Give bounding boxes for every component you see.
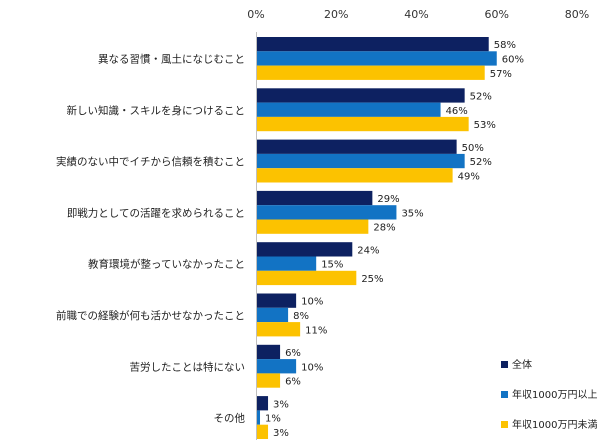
value-label: 11% bbox=[305, 325, 327, 336]
value-label: 46% bbox=[446, 106, 468, 117]
value-label: 3% bbox=[273, 428, 289, 439]
value-label: 28% bbox=[373, 223, 395, 234]
bar bbox=[257, 153, 465, 169]
bar bbox=[257, 190, 373, 206]
bar bbox=[257, 102, 441, 117]
value-label: 10% bbox=[301, 297, 323, 308]
value-label: 6% bbox=[285, 348, 301, 359]
category-label: 苦労したことは特にない bbox=[130, 360, 246, 373]
x-tick-label: 40% bbox=[404, 8, 428, 21]
value-label: 52% bbox=[470, 91, 492, 102]
category-label: その他 bbox=[214, 412, 246, 425]
category-label: 教育環境が整っていなかったこと bbox=[88, 258, 245, 271]
bar bbox=[257, 322, 301, 337]
bar bbox=[257, 242, 353, 257]
category-label: 異なる習慣・風土になじむこと bbox=[98, 52, 245, 65]
value-label: 6% bbox=[285, 377, 301, 388]
legend-swatch bbox=[501, 361, 508, 368]
bar bbox=[257, 139, 457, 154]
value-label: 52% bbox=[470, 157, 492, 168]
bar bbox=[257, 256, 317, 271]
value-label: 1% bbox=[265, 414, 281, 425]
x-tick-label: 20% bbox=[324, 8, 348, 21]
x-tick-label: 60% bbox=[485, 8, 509, 21]
x-tick-label: 80% bbox=[565, 8, 589, 21]
bar bbox=[257, 396, 269, 411]
bar bbox=[257, 359, 297, 374]
legend-swatch bbox=[501, 421, 508, 428]
value-label: 24% bbox=[357, 245, 379, 256]
legend-label: 年収1000万円未満 bbox=[512, 418, 597, 431]
value-label: 29% bbox=[377, 194, 399, 205]
value-label: 49% bbox=[458, 171, 480, 182]
bar bbox=[257, 219, 369, 234]
value-label: 57% bbox=[490, 69, 512, 80]
legend-label: 全体 bbox=[512, 358, 532, 371]
value-label: 25% bbox=[361, 274, 383, 285]
legend-swatch bbox=[501, 391, 508, 398]
bar bbox=[257, 88, 465, 103]
bar bbox=[257, 344, 281, 360]
value-label: 3% bbox=[273, 399, 289, 410]
bar bbox=[257, 51, 497, 66]
category-label: 前職での経験が何も活かせなかったこと bbox=[56, 309, 245, 322]
value-label: 15% bbox=[321, 260, 343, 271]
bar bbox=[257, 116, 469, 132]
bar bbox=[257, 205, 397, 220]
bar bbox=[257, 307, 289, 323]
value-label: 8% bbox=[293, 311, 309, 322]
bar bbox=[257, 293, 297, 308]
bar bbox=[257, 373, 281, 388]
category-label: 新しい知識・スキルを身につけること bbox=[67, 104, 246, 117]
bar bbox=[257, 424, 269, 439]
bar bbox=[257, 270, 357, 286]
bar bbox=[257, 65, 485, 80]
value-label: 60% bbox=[502, 54, 524, 65]
value-label: 50% bbox=[462, 143, 484, 154]
bar bbox=[257, 37, 489, 52]
legend-label: 年収1000万円以上 bbox=[512, 388, 597, 401]
value-label: 53% bbox=[474, 120, 496, 131]
category-label: 実績のない中でイチから信頼を積むこと bbox=[56, 155, 245, 168]
category-label: 即戦力としての活躍を求められること bbox=[67, 206, 245, 219]
bar bbox=[257, 168, 453, 183]
x-tick-label: 0% bbox=[247, 8, 264, 21]
value-label: 35% bbox=[401, 208, 423, 219]
value-label: 58% bbox=[494, 40, 516, 51]
bar bbox=[257, 410, 261, 425]
value-label: 10% bbox=[301, 362, 323, 373]
